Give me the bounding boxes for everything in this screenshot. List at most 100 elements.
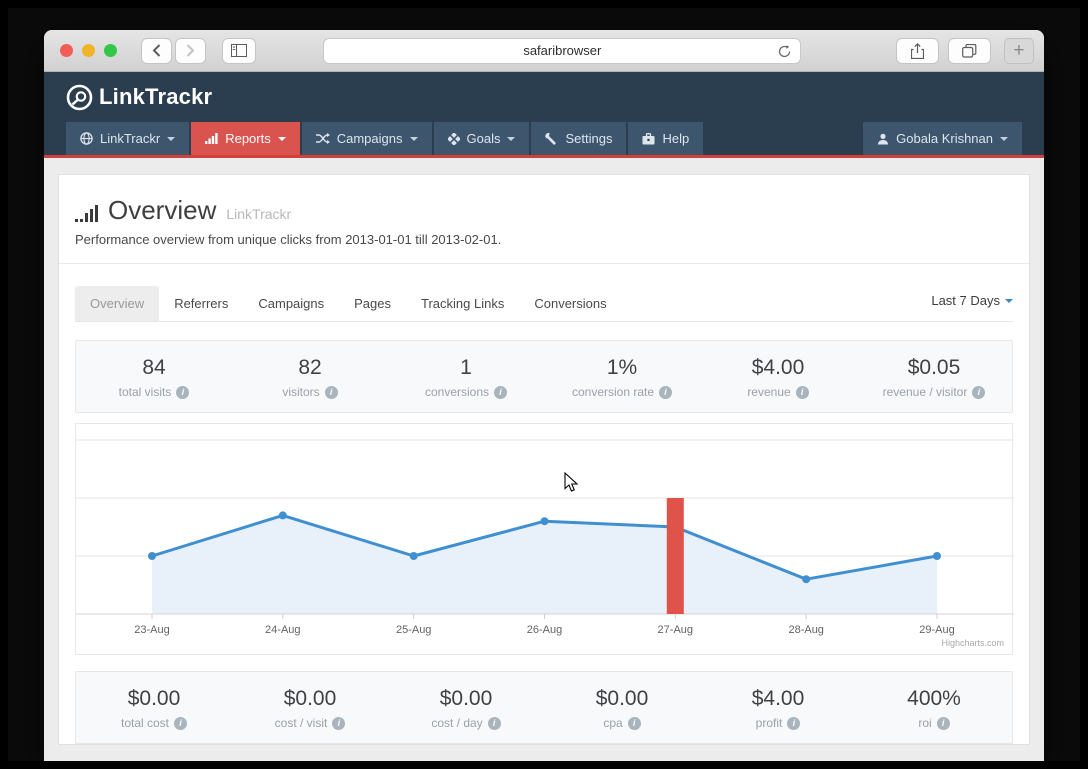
svg-text:24-Aug: 24-Aug xyxy=(265,624,300,636)
info-icon[interactable]: i xyxy=(332,716,346,730)
back-button[interactable] xyxy=(141,37,172,64)
nav-item-reports[interactable]: Reports xyxy=(191,122,300,155)
tab-campaigns[interactable]: Campaigns xyxy=(258,296,325,311)
stat-value: $0.00 xyxy=(595,687,649,710)
share-button[interactable] xyxy=(895,37,939,64)
info-icon[interactable]: i xyxy=(494,385,508,399)
main-nav-items: LinkTrackr Reports Campaigns Goals Settings H… xyxy=(66,122,705,155)
stat-conversions: 1 conversions i xyxy=(388,341,544,412)
tab-overview[interactable]: Overview xyxy=(75,286,160,321)
date-range-selector[interactable]: Last 7 Days xyxy=(931,293,1013,314)
nav-item-label: LinkTrackr xyxy=(100,131,161,146)
minimize-window-icon[interactable] xyxy=(82,44,95,57)
reload-icon[interactable] xyxy=(777,44,792,62)
tab-tracking-links[interactable]: Tracking Links xyxy=(421,296,505,311)
sidebar-toggle-button[interactable] xyxy=(222,37,256,64)
stat-revenue: $4.00 revenue i xyxy=(700,341,856,412)
tab-conversions[interactable]: Conversions xyxy=(534,296,607,311)
stat-roi: 400% roi i xyxy=(856,672,1012,743)
briefcase-icon xyxy=(642,132,655,145)
wrench-icon xyxy=(545,132,558,145)
stat-label-text: cpa xyxy=(603,716,623,730)
info-icon[interactable]: i xyxy=(174,716,188,730)
bar-chart-icon xyxy=(205,133,218,144)
forward-button[interactable] xyxy=(175,37,206,64)
info-icon[interactable]: i xyxy=(787,716,801,730)
user-menu[interactable]: Gobala Krishnan xyxy=(863,122,1022,155)
nav-item-label: Goals xyxy=(466,131,501,146)
stat-label: total visits i xyxy=(76,385,232,399)
nav-item-label: Campaigns xyxy=(336,131,403,146)
svg-text:25-Aug: 25-Aug xyxy=(396,624,431,636)
nav-item-campaigns[interactable]: Campaigns xyxy=(301,122,432,155)
sidebar-icon xyxy=(231,44,247,57)
stat-label-text: total visits xyxy=(118,385,172,399)
info-icon[interactable]: i xyxy=(176,385,190,399)
svg-text:28-Aug: 28-Aug xyxy=(788,624,823,636)
stat-label-text: conversion rate xyxy=(571,385,655,399)
nav-item-settings[interactable]: Settings xyxy=(531,122,627,155)
stat-label-text: revenue xyxy=(747,385,791,399)
page-title: Overview xyxy=(108,195,217,225)
chevron-down-icon xyxy=(1000,137,1008,141)
stat-cost-day: $0.00 cost / day i xyxy=(388,672,544,743)
info-icon[interactable]: i xyxy=(627,716,641,730)
stats-row-top: 84 total visits i 82 visitors i 1 conversions i 1… xyxy=(75,340,1013,413)
share-icon xyxy=(910,42,924,59)
tab-referrers[interactable]: Referrers xyxy=(174,296,229,311)
shuffle-icon xyxy=(315,133,330,144)
stat-label: cost / visit i xyxy=(232,716,388,730)
tab-pages[interactable]: Pages xyxy=(354,296,392,311)
area-chart-svg: 23-Aug 24-Aug 25-Aug 26-Aug 27-Aug 28-Aug 29-A… xyxy=(76,439,1014,636)
new-tab-button[interactable]: + xyxy=(1003,37,1034,64)
stat-label: profit i xyxy=(700,716,856,730)
zoom-window-icon[interactable] xyxy=(104,44,117,57)
stat-profit: $4.00 profit i xyxy=(700,672,856,743)
stat-label: roi i xyxy=(856,716,1012,730)
page-title-suffix: LinkTrackr xyxy=(226,206,292,222)
linktrackr-logo-icon xyxy=(66,84,93,110)
highcharts-credit[interactable]: Highcharts.com xyxy=(941,638,1004,648)
nav-item-label: Settings xyxy=(565,131,613,146)
bar-chart-title-icon xyxy=(75,205,98,222)
info-icon[interactable]: i xyxy=(972,385,986,399)
nav-item-linktrackr[interactable]: LinkTrackr xyxy=(66,122,190,155)
info-icon[interactable]: i xyxy=(795,385,809,399)
address-bar[interactable]: safaribrowser xyxy=(323,37,802,64)
stat-value: $4.00 xyxy=(751,687,805,710)
stat-value: 84 xyxy=(142,356,166,379)
report-tabs: Overview Referrers Campaigns Pages Tracking … xyxy=(75,286,1013,322)
stat-label-text: conversions xyxy=(424,385,490,399)
user-menu-label: Gobala Krishnan xyxy=(896,131,993,146)
app-header: LinkTrackr xyxy=(44,72,1044,122)
stat-label: cpa i xyxy=(544,716,700,730)
tab-overview-button[interactable] xyxy=(947,37,991,64)
info-icon[interactable]: i xyxy=(659,385,673,399)
stat-cost-visit: $0.00 cost / visit i xyxy=(232,672,388,743)
stat-value: $0.00 xyxy=(127,687,181,710)
window-controls xyxy=(60,44,117,57)
stat-revenue-visitor: $0.05 revenue / visitor i xyxy=(856,341,1012,412)
browser-titlebar: safaribrowser + xyxy=(44,30,1044,72)
linktrackr-logo[interactable]: LinkTrackr xyxy=(66,84,212,111)
stat-value: $4.00 xyxy=(751,356,805,379)
svg-text:26-Aug: 26-Aug xyxy=(527,624,562,636)
stat-label: total cost i xyxy=(76,716,232,730)
stat-value: $0.05 xyxy=(907,356,961,379)
svg-text:23-Aug: 23-Aug xyxy=(134,624,169,636)
nav-item-goals[interactable]: Goals xyxy=(433,122,530,155)
goals-icon xyxy=(447,132,460,145)
nav-item-help[interactable]: Help xyxy=(628,122,704,155)
info-icon[interactable]: i xyxy=(324,385,338,399)
info-icon[interactable]: i xyxy=(487,716,501,730)
stat-label: conversion rate i xyxy=(544,385,700,399)
chevron-down-icon xyxy=(507,137,516,141)
close-window-icon[interactable] xyxy=(60,44,73,57)
address-bar-url: safaribrowser xyxy=(523,43,602,58)
stat-label: revenue i xyxy=(700,385,856,399)
info-icon[interactable]: i xyxy=(936,716,950,730)
stat-label-text: visitors xyxy=(282,385,320,399)
stat-label-text: profit xyxy=(755,716,783,730)
stat-label-text: cost / day xyxy=(431,716,483,730)
